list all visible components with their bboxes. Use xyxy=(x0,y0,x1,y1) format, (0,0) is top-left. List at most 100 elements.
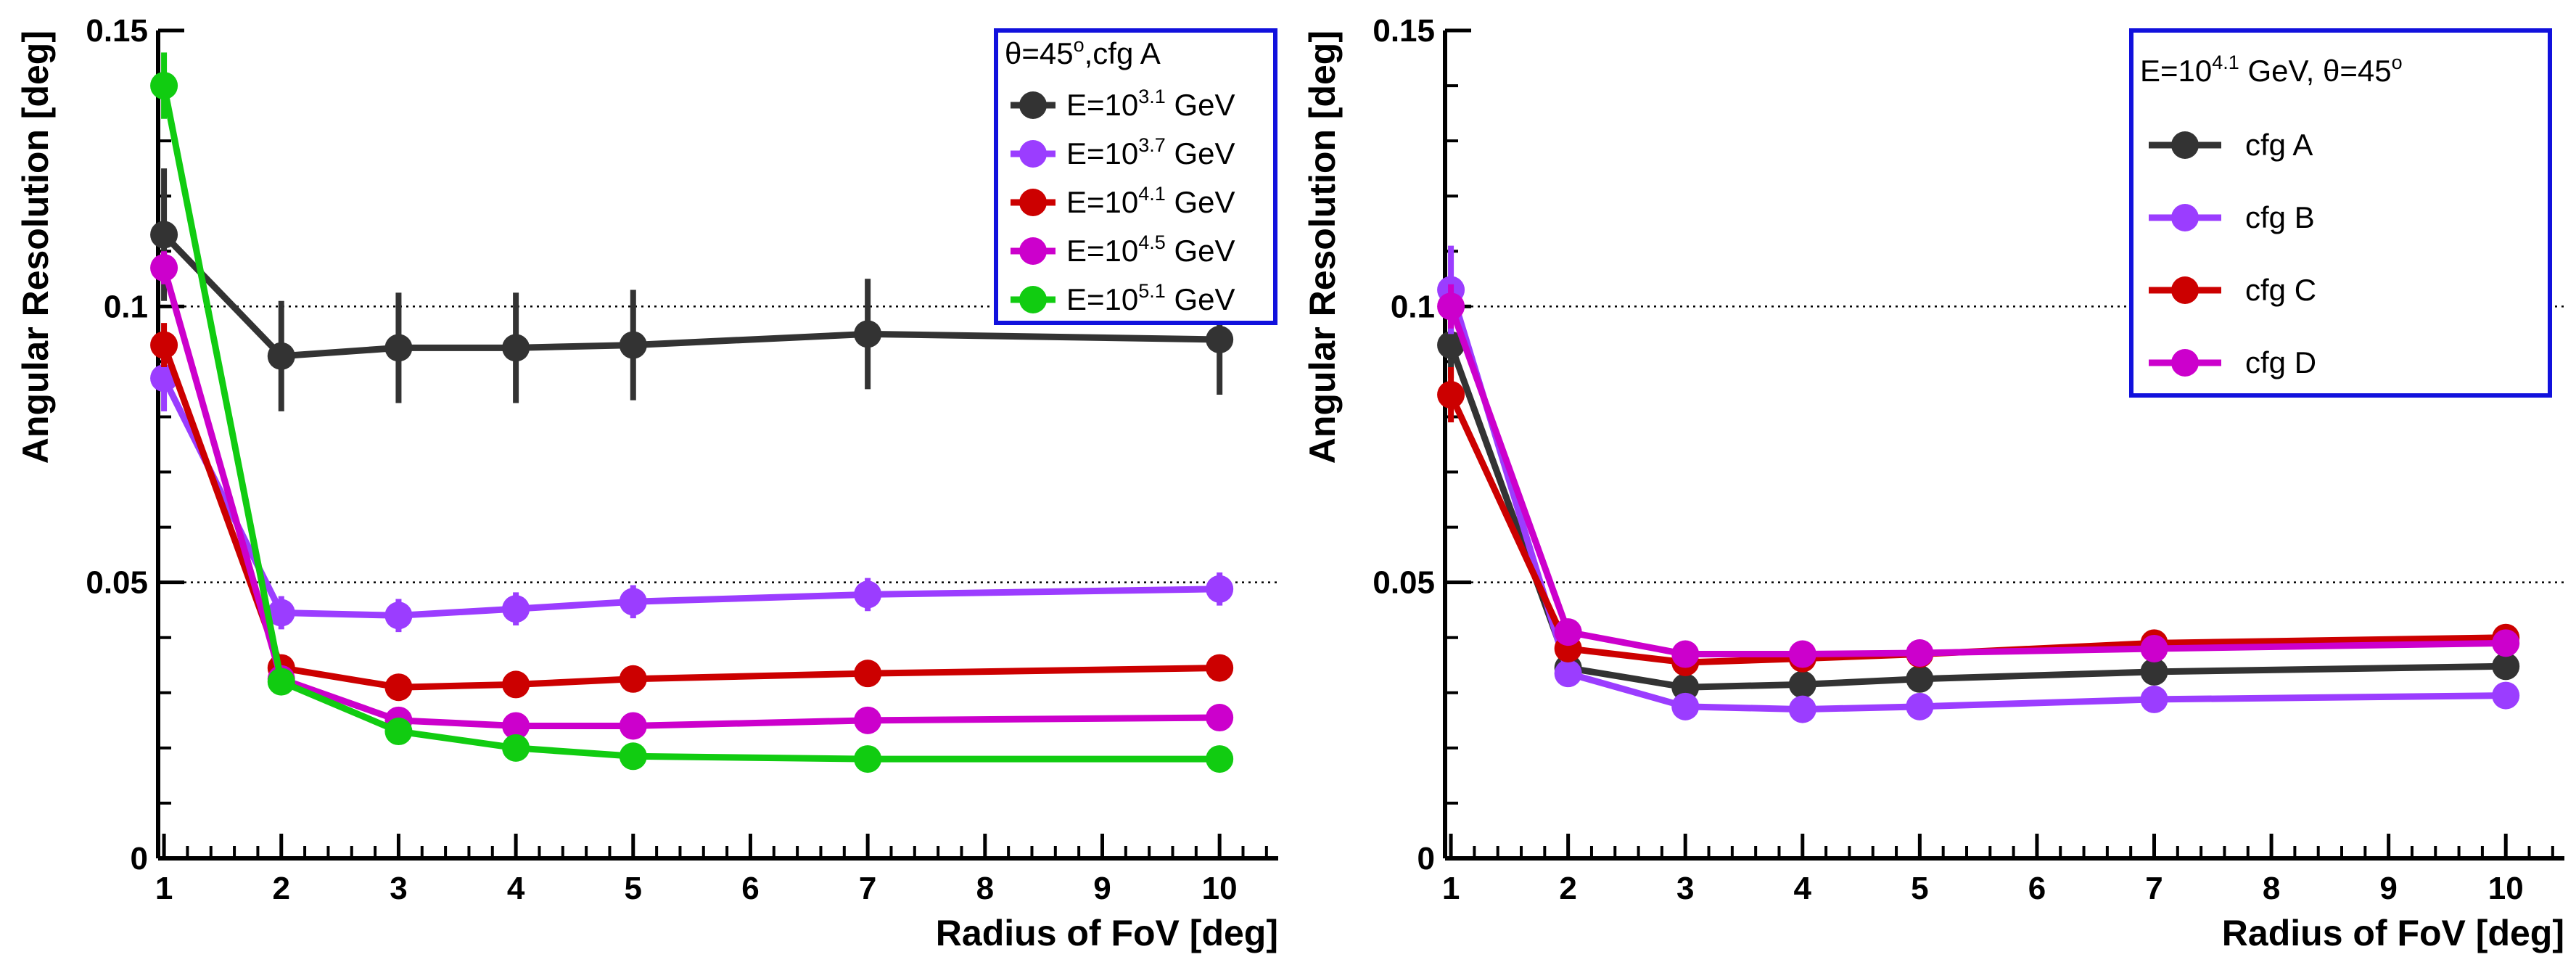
legend-entry: E=104.1 GeV xyxy=(1011,183,1235,219)
data-point xyxy=(1906,692,1934,720)
legend-label: E=103.1 GeV xyxy=(1066,86,1235,122)
x-tick-label: 9 xyxy=(2379,871,2397,906)
legend-label: E=103.7 GeV xyxy=(1066,134,1235,171)
legend-header-theta: θ=45 xyxy=(1005,36,1074,70)
data-point xyxy=(1788,670,1816,699)
x-tick-label: 4 xyxy=(1794,871,1812,906)
legend-entry: cfg C xyxy=(2149,273,2316,307)
series-3 xyxy=(1437,367,2520,676)
legend-header-sup: o xyxy=(1074,34,1085,56)
data-point xyxy=(2140,634,2168,662)
data-point xyxy=(502,670,530,699)
legend-header-sup: 4.1 xyxy=(2212,52,2239,73)
x-tick-label: 6 xyxy=(2028,871,2046,906)
legend-marker xyxy=(1019,189,1047,216)
data-point xyxy=(619,712,647,740)
legend-label: E=104.1 GeV xyxy=(1066,183,1235,219)
data-point xyxy=(1206,575,1234,603)
legend-label-post: GeV xyxy=(1166,88,1235,122)
panel-left: 0 0.05 0.1 0.15 1 2 3 4 5 6 7 8 9 10 Radius of FoV [de… xyxy=(15,13,1278,953)
legend-label-post: GeV xyxy=(1166,136,1235,171)
y-tick-label: 0.05 xyxy=(86,565,148,601)
data-point xyxy=(619,331,647,359)
legend-header-post: GeV, θ=45 xyxy=(2239,54,2392,88)
series-line xyxy=(160,344,1220,691)
data-point xyxy=(1437,381,1465,409)
data-point xyxy=(854,745,882,773)
series-2 xyxy=(150,345,1234,633)
legend-label-pre: E=10 xyxy=(1066,88,1138,122)
legend-label: cfg A xyxy=(2245,128,2313,162)
y-tick-label: 0.15 xyxy=(1373,13,1435,49)
y-tick-label: 0.05 xyxy=(1373,565,1435,601)
legend-label-pre: E=10 xyxy=(1066,234,1138,268)
legend-marker xyxy=(1019,286,1047,313)
series-2 xyxy=(1437,245,2520,723)
legend-marker xyxy=(1019,91,1047,119)
legend-entry: cfg B xyxy=(2149,200,2315,234)
data-point xyxy=(2140,685,2168,713)
data-point xyxy=(384,718,413,746)
x-tick-label: 1 xyxy=(1442,871,1460,906)
legend-marker xyxy=(1019,237,1047,265)
x-tick-label: 2 xyxy=(1559,871,1576,906)
legend-label-sup: 3.7 xyxy=(1138,134,1166,156)
y-tick-label: 0.1 xyxy=(104,289,148,324)
data-point xyxy=(619,742,647,771)
legend-label-pre: E=10 xyxy=(1066,136,1138,171)
data-point xyxy=(2140,657,2168,686)
data-point xyxy=(1906,665,1934,693)
data-point xyxy=(1206,745,1234,773)
legend-box xyxy=(2129,28,2552,398)
series-4 xyxy=(1437,284,2520,668)
x-tick-label: 10 xyxy=(2488,871,2524,906)
legend: E=104.1 GeV, θ=45o cfg A cfg B cfg C cfg D xyxy=(2129,28,2552,398)
series-3 xyxy=(150,323,1234,702)
legend-marker xyxy=(2171,131,2199,159)
data-point xyxy=(267,342,295,370)
data-point xyxy=(2492,681,2520,710)
data-point xyxy=(502,734,530,762)
legend-entry: E=103.1 GeV xyxy=(1011,86,1235,122)
y-tick-label: 0 xyxy=(131,841,148,876)
data-point xyxy=(1671,692,1700,720)
data-point xyxy=(150,72,178,100)
data-point xyxy=(384,334,413,362)
legend-label-pre: E=10 xyxy=(1066,185,1138,219)
legend-label-sup: 4.5 xyxy=(1138,231,1166,253)
legend-label: E=105.1 GeV xyxy=(1066,280,1235,316)
legend-header-rest: ,cfg A xyxy=(1085,36,1161,70)
legend-label: cfg D xyxy=(2245,345,2316,379)
legend-header-pre: E=10 xyxy=(2140,54,2212,88)
x-tick-label: 2 xyxy=(273,871,290,906)
data-point xyxy=(1554,618,1582,646)
legend-marker xyxy=(2171,276,2199,304)
data-point xyxy=(1554,660,1582,688)
x-tick-label: 10 xyxy=(1202,871,1238,906)
data-point xyxy=(1671,673,1700,702)
legend-header: E=104.1 GeV, θ=45o xyxy=(2140,52,2403,88)
data-point xyxy=(2492,629,2520,657)
y-tick-label: 0.15 xyxy=(86,13,148,49)
legend-marker xyxy=(2171,349,2199,377)
legend-entry: E=104.5 GeV xyxy=(1011,231,1235,268)
x-tick-label: 5 xyxy=(1911,871,1928,906)
data-point xyxy=(267,599,295,627)
data-point xyxy=(502,712,530,740)
series-line xyxy=(161,377,1220,619)
data-point xyxy=(1788,695,1816,723)
legend-label-text: cfg D xyxy=(2245,345,2316,379)
y-axis-title: Angular Resolution [deg] xyxy=(15,30,56,464)
x-tick-label: 4 xyxy=(507,871,525,906)
panel-right: 0 0.05 0.1 0.15 1 2 3 4 5 6 7 8 9 10 Radius of FoV [de… xyxy=(1302,13,2564,953)
data-point xyxy=(1906,639,1934,668)
legend-header: θ=45o,cfg A xyxy=(1005,34,1161,70)
x-axis-title: Radius of FoV [deg] xyxy=(936,913,1278,953)
series-5 xyxy=(150,52,1234,773)
y-axis-title: Angular Resolution [deg] xyxy=(1302,30,1343,464)
legend-label-pre: E=10 xyxy=(1066,282,1138,316)
data-point xyxy=(854,706,882,734)
data-point xyxy=(150,331,178,359)
x-axis-title: Radius of FoV [deg] xyxy=(2222,913,2564,953)
series-line xyxy=(1447,393,2506,666)
